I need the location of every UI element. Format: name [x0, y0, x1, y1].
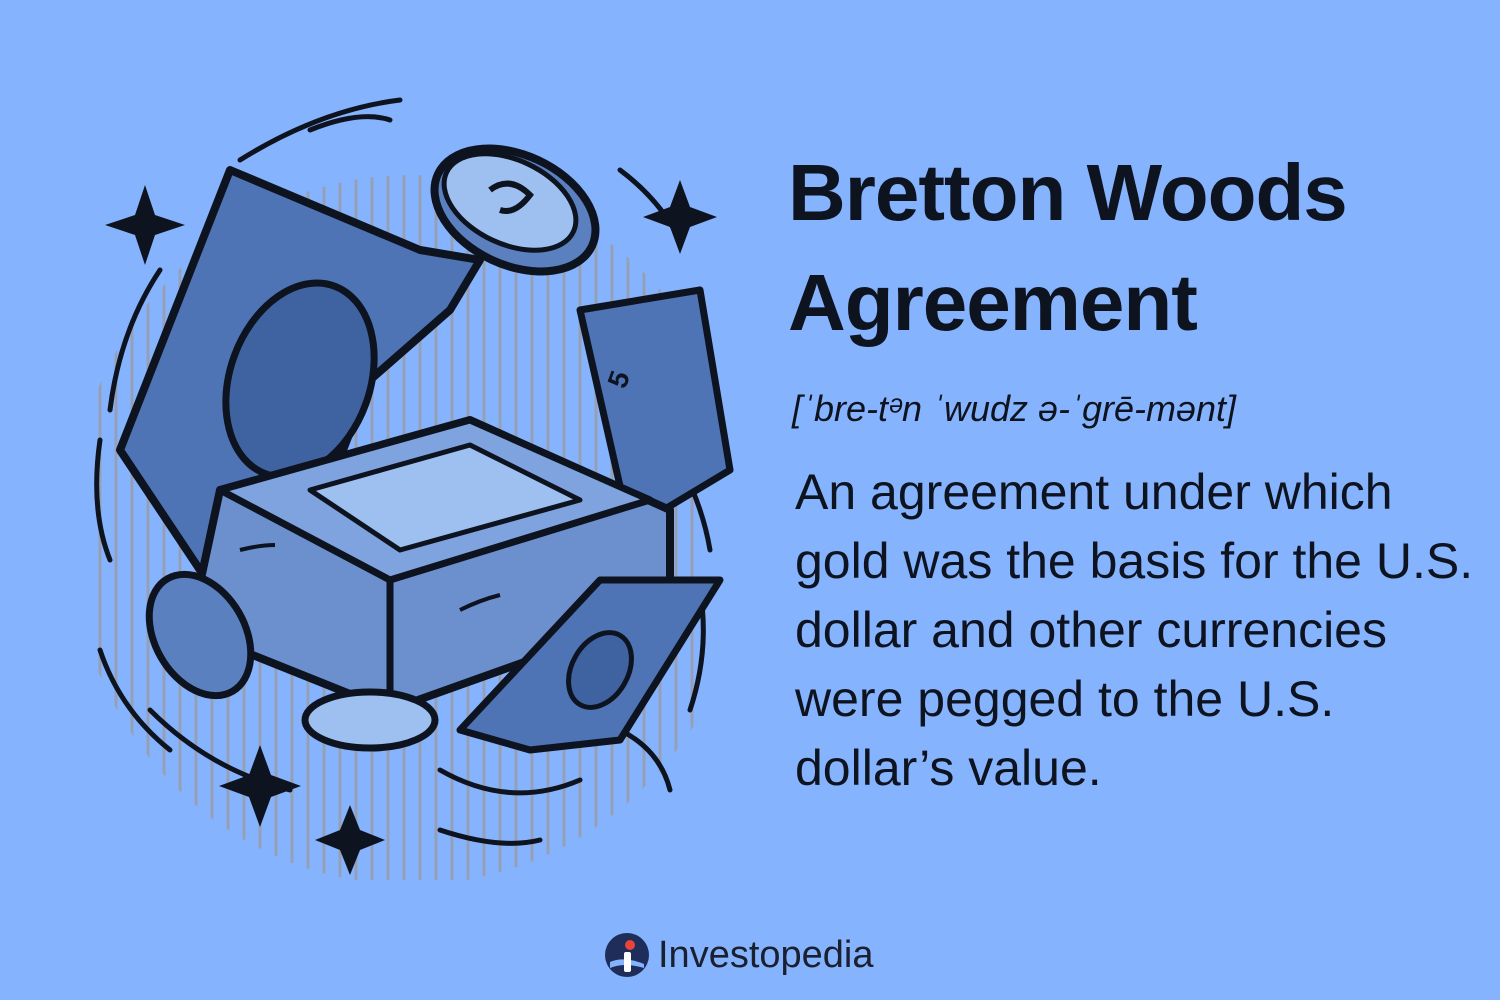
term-title: Bretton Woods Agreement: [788, 148, 1348, 347]
gold-currency-illustration: 5: [94, 97, 734, 880]
coin-icon: [145, 570, 255, 700]
brand-logo: Investopedia: [604, 932, 874, 978]
coin-icon: [430, 144, 600, 276]
term-definition: An agreement under which gold was the ba…: [795, 464, 1474, 796]
coin-icon: [301, 688, 439, 752]
banknote-icon: 5: [576, 286, 734, 534]
banknote-icon: [456, 576, 724, 754]
term-pronunciation: [ˈbre-tᵊn ˈwudz ə-ˈgrē-mənt]: [792, 388, 1237, 429]
investopedia-logo-icon: [605, 933, 649, 977]
sparkle-icon: [105, 180, 717, 875]
brand-name: Investopedia: [658, 933, 874, 976]
